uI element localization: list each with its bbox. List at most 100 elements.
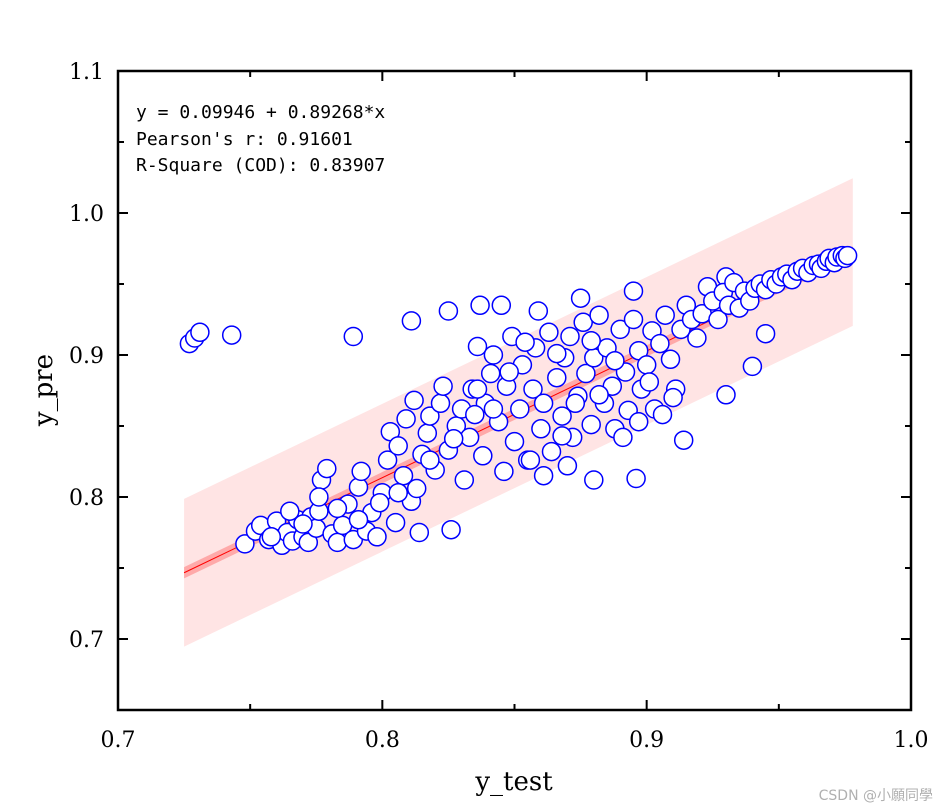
data-point bbox=[396, 409, 416, 429]
data-point bbox=[573, 312, 593, 333]
data-point bbox=[317, 458, 337, 479]
data-point bbox=[367, 527, 387, 547]
data-point bbox=[504, 431, 525, 452]
data-point bbox=[280, 501, 300, 521]
data-point bbox=[547, 367, 567, 388]
data-point bbox=[589, 385, 609, 405]
x-tick-label: 0.8 bbox=[365, 728, 400, 753]
data-point bbox=[404, 390, 424, 411]
data-points bbox=[179, 245, 858, 556]
data-point bbox=[584, 470, 604, 490]
data-point bbox=[552, 426, 572, 446]
fit-annotation: y = 0.09946 + 0.89268*x Pearson's r: 0.9… bbox=[136, 102, 385, 176]
data-point bbox=[470, 295, 490, 316]
data-point bbox=[327, 498, 348, 519]
pearson-r: Pearson's r: 0.91601 bbox=[136, 129, 353, 150]
y-tick-label: 1.1 bbox=[69, 60, 104, 85]
data-point bbox=[406, 478, 427, 499]
data-point bbox=[541, 441, 562, 462]
data-point bbox=[623, 309, 644, 330]
data-point bbox=[742, 356, 763, 377]
data-point bbox=[327, 532, 348, 553]
data-point bbox=[491, 295, 512, 316]
data-point bbox=[552, 406, 572, 426]
data-point bbox=[520, 450, 541, 470]
data-point bbox=[388, 436, 408, 456]
data-point bbox=[636, 355, 657, 375]
data-point bbox=[388, 482, 408, 503]
data-point bbox=[420, 406, 440, 426]
y-tick-label: 0.8 bbox=[69, 486, 104, 511]
data-point bbox=[348, 477, 369, 497]
data-point bbox=[708, 309, 728, 330]
data-point bbox=[673, 430, 694, 450]
data-point bbox=[343, 326, 364, 347]
data-point bbox=[576, 363, 596, 384]
data-point bbox=[523, 379, 543, 399]
data-point bbox=[570, 288, 591, 308]
data-point bbox=[687, 328, 707, 348]
data-point bbox=[430, 393, 451, 414]
data-point bbox=[528, 301, 549, 321]
data-point bbox=[623, 281, 644, 301]
data-point bbox=[467, 336, 488, 357]
data-point bbox=[454, 470, 475, 490]
x-tick-label: 0.9 bbox=[629, 728, 664, 753]
data-point bbox=[235, 534, 255, 554]
data-point bbox=[663, 387, 683, 408]
data-point bbox=[465, 404, 485, 425]
data-point bbox=[837, 245, 858, 266]
data-point bbox=[309, 487, 329, 507]
data-point bbox=[351, 461, 371, 482]
data-point bbox=[531, 419, 551, 439]
data-point bbox=[510, 399, 530, 419]
y-tick-label: 0.9 bbox=[69, 344, 104, 369]
data-point bbox=[626, 468, 646, 489]
data-point bbox=[499, 362, 519, 382]
data-point bbox=[443, 429, 464, 449]
data-point bbox=[221, 325, 242, 345]
data-point bbox=[652, 404, 673, 425]
data-point bbox=[589, 305, 609, 325]
data-point bbox=[547, 343, 567, 364]
x-axis-title: y_test bbox=[474, 767, 553, 797]
data-point bbox=[348, 509, 369, 530]
data-point bbox=[467, 379, 488, 399]
axis-ticks bbox=[117, 70, 912, 711]
watermark: CSDN @小願同學 bbox=[818, 788, 933, 804]
tick-labels: 0.7 0.8 0.9 1.0 0.7 0.8 0.9 1.0 1.1 bbox=[69, 60, 929, 753]
data-point bbox=[581, 331, 601, 351]
r-square: R-Square (COD): 0.83907 bbox=[136, 155, 385, 176]
data-point bbox=[369, 492, 390, 513]
data-point bbox=[533, 465, 554, 486]
data-point bbox=[480, 363, 501, 384]
data-point bbox=[483, 345, 504, 365]
data-point bbox=[385, 512, 406, 533]
data-point bbox=[293, 514, 313, 534]
data-point bbox=[605, 350, 625, 371]
data-point bbox=[660, 349, 681, 370]
data-point bbox=[539, 322, 559, 343]
y-tick-label: 1.0 bbox=[69, 202, 104, 227]
data-point bbox=[515, 332, 535, 352]
data-point bbox=[755, 323, 776, 344]
data-point bbox=[639, 372, 660, 392]
data-point bbox=[610, 319, 630, 340]
data-point bbox=[441, 519, 461, 540]
data-point bbox=[613, 427, 633, 448]
y-axis-title: y_pre bbox=[29, 354, 59, 427]
data-point bbox=[565, 393, 586, 414]
data-point bbox=[655, 305, 675, 325]
x-tick-label: 1.0 bbox=[894, 728, 929, 753]
data-point bbox=[716, 385, 736, 405]
data-point bbox=[557, 456, 578, 476]
fit-equation: y = 0.09946 + 0.89268*x bbox=[136, 102, 385, 123]
data-point bbox=[190, 322, 210, 343]
data-point bbox=[650, 333, 670, 354]
data-point bbox=[494, 461, 514, 482]
data-point bbox=[438, 301, 459, 321]
data-point bbox=[420, 450, 440, 470]
data-point bbox=[433, 376, 453, 396]
data-point bbox=[377, 450, 398, 470]
